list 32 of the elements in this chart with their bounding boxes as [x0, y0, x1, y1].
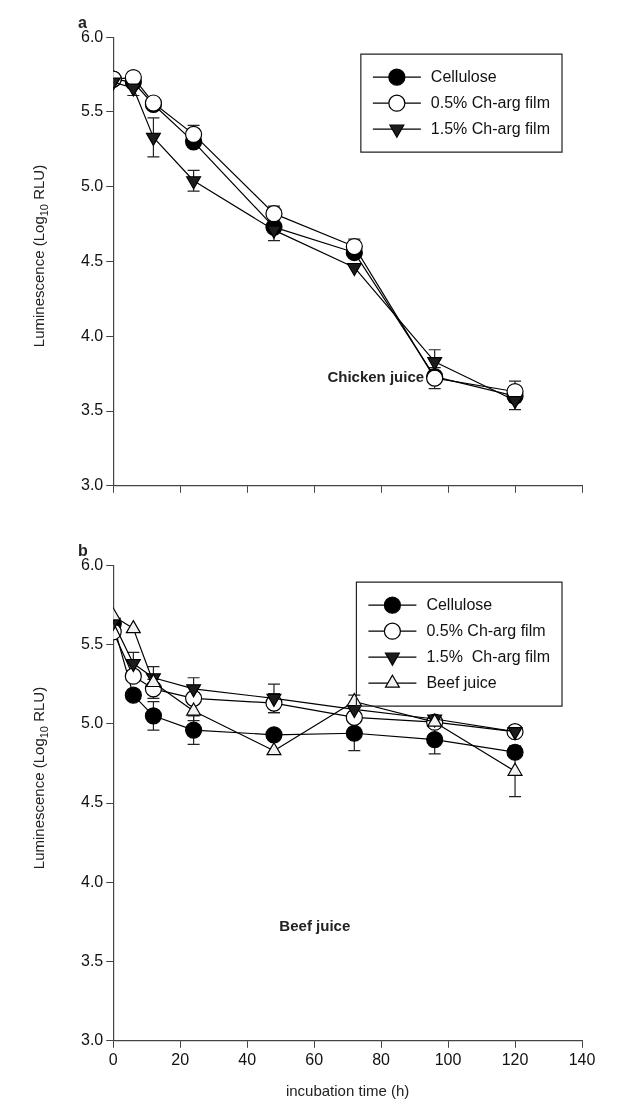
- y-tick-label: 4.0: [80, 326, 104, 344]
- annotation: Beef juice: [279, 916, 351, 934]
- y-tick-label: 4.5: [80, 251, 104, 269]
- y-tick-label: 5.0: [80, 714, 104, 732]
- y-tick-label: 5.0: [80, 177, 104, 195]
- x-tick-label: 20: [171, 1050, 190, 1068]
- y-tick-label: 3.5: [80, 401, 104, 419]
- x-tick-label: 140: [568, 1050, 596, 1068]
- legend-label: Cellulose: [430, 67, 497, 85]
- y-tick-label: 3.0: [80, 476, 104, 494]
- y-tick-label: 5.5: [80, 634, 104, 652]
- legend-label: 0.5% Ch-arg film: [426, 621, 546, 639]
- x-tick-label: 60: [305, 1050, 324, 1068]
- x-tick-label: 80: [372, 1050, 391, 1068]
- legend-label: 1.5% Ch-arg film: [430, 119, 551, 137]
- y-tick-label: 4.5: [80, 793, 104, 811]
- y-tick-label: 4.0: [80, 872, 104, 890]
- y-tick-label: 5.5: [80, 102, 104, 120]
- annotation: Chicken juice: [327, 368, 425, 386]
- x-tick-label: 0: [108, 1050, 118, 1068]
- y-tick-label: 3.0: [80, 1031, 104, 1049]
- y-tick-label: 6.0: [80, 27, 104, 45]
- y-tick-label: 6.0: [80, 555, 104, 573]
- legend-label: 1.5% Ch-arg film: [426, 647, 550, 665]
- y-tick-label: 3.5: [80, 951, 104, 969]
- legend-label: 0.5% Ch-arg film: [430, 93, 551, 111]
- x-tick-label: 120: [501, 1050, 529, 1068]
- x-axis-title: incubation time (h): [285, 1082, 410, 1100]
- legend-label: Beef juice: [426, 673, 497, 691]
- x-tick-label: 40: [238, 1050, 257, 1068]
- x-tick-label: 100: [434, 1050, 462, 1068]
- legend-label: Cellulose: [426, 595, 493, 613]
